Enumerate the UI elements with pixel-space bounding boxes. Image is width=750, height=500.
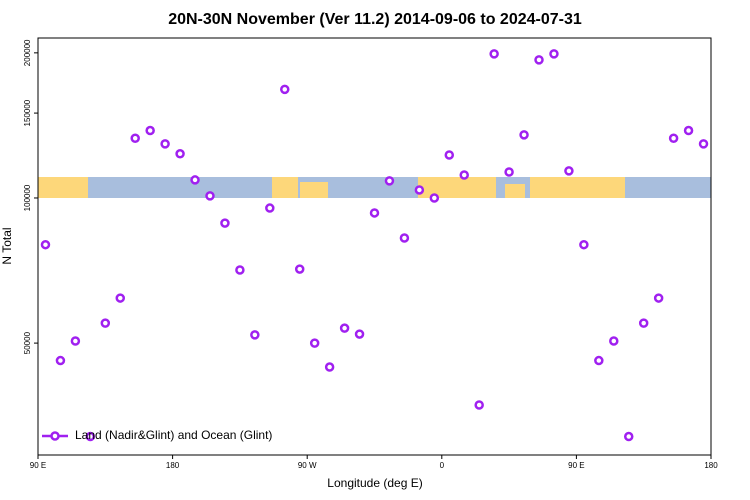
map-strip: [38, 177, 711, 198]
data-point: [549, 49, 559, 59]
data-point: [250, 330, 260, 340]
data-point: [190, 175, 200, 185]
y-tick-label: 150000: [23, 99, 32, 126]
data-point: [564, 166, 574, 176]
data-point: [609, 336, 619, 346]
data-point: [339, 323, 350, 333]
data-point: [205, 191, 215, 201]
data-point: [683, 125, 694, 136]
data-point: [70, 336, 81, 346]
data-point: [594, 355, 604, 366]
data-point: [534, 55, 544, 65]
data-point: [399, 233, 410, 243]
data-point: [324, 362, 335, 372]
x-tick-label: 90 W: [298, 461, 317, 470]
data-point: [85, 431, 96, 442]
x-tick-label: 90 E: [30, 461, 46, 470]
data-point: [220, 218, 230, 228]
data-point: [115, 293, 126, 303]
plot-frame: [37, 37, 712, 456]
chart-title: 20N-30N November (Ver 11.2) 2014-09-06 t…: [168, 11, 582, 28]
data-point: [519, 130, 529, 140]
data-point: [474, 400, 484, 410]
data-point: [489, 49, 499, 59]
y-tick-label: 50000: [23, 331, 32, 354]
data-point: [235, 265, 245, 275]
data-point: [265, 203, 275, 213]
data-point: [280, 84, 290, 95]
y-tick-label: 200000: [23, 39, 32, 66]
x-axis-label: Longitude (deg E): [327, 476, 422, 490]
data-point: [653, 293, 664, 303]
x-tick-label: 180: [166, 461, 180, 470]
data-point: [175, 149, 185, 159]
data-point: [384, 176, 395, 186]
legend-marker: [50, 431, 60, 441]
x-tick-label: 0: [440, 461, 445, 470]
data-point: [100, 318, 111, 328]
data-point: [40, 239, 51, 250]
data-point: [369, 208, 380, 218]
data-point: [459, 170, 469, 180]
data-point: [429, 193, 440, 203]
data-point: [414, 185, 425, 195]
data-point: [668, 133, 679, 144]
data-point: [130, 133, 140, 144]
data-point: [638, 318, 649, 328]
data-point: [160, 139, 170, 149]
y-tick-label: 100000: [23, 184, 32, 211]
data-point: [504, 167, 514, 177]
data-point: [579, 239, 589, 250]
data-point: [309, 338, 320, 348]
data-point: [444, 150, 455, 160]
data-point: [294, 264, 305, 274]
data-point: [698, 139, 709, 149]
data-point: [55, 355, 66, 366]
legend-label: Land (Nadir&Glint) and Ocean (Glint): [75, 428, 272, 442]
x-tick-label: 90 E: [568, 461, 584, 470]
data-point: [354, 329, 365, 339]
y-axis-label: N Total: [0, 227, 14, 264]
data-point: [145, 125, 155, 136]
x-tick-label: 180: [704, 461, 718, 470]
data-point: [623, 431, 634, 442]
